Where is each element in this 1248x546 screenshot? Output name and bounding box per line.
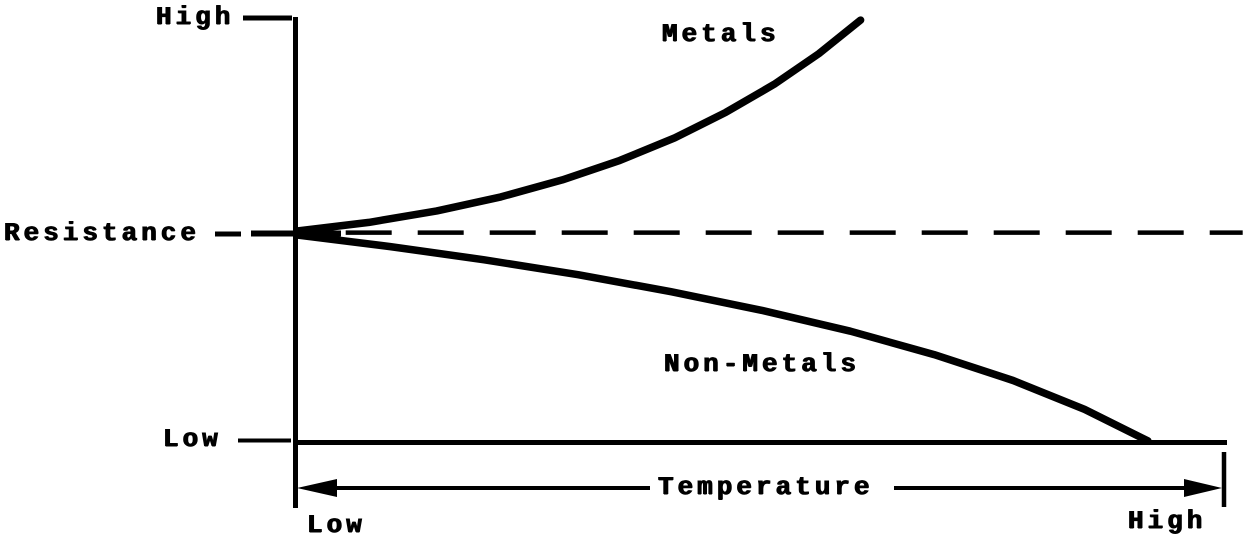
temperature-arrow-right-head xyxy=(1184,479,1222,497)
non-metals-curve xyxy=(294,231,1152,445)
y-axis-title: Resistance xyxy=(4,218,201,248)
x-axis-title: Temperature xyxy=(658,472,874,502)
metals-curve-label: Metals xyxy=(662,19,780,49)
y-axis-bottom-label: Low xyxy=(163,424,222,454)
x-axis-right-label: High xyxy=(1128,506,1207,536)
metals-curve xyxy=(294,16,865,235)
non-metals-curve-label: Non-Metals xyxy=(664,349,861,379)
x-axis-left-label: Low xyxy=(307,510,366,540)
y-axis-top-label: High xyxy=(156,2,235,32)
curve-layer xyxy=(294,16,1243,445)
temperature-arrow-left-head xyxy=(297,479,337,497)
